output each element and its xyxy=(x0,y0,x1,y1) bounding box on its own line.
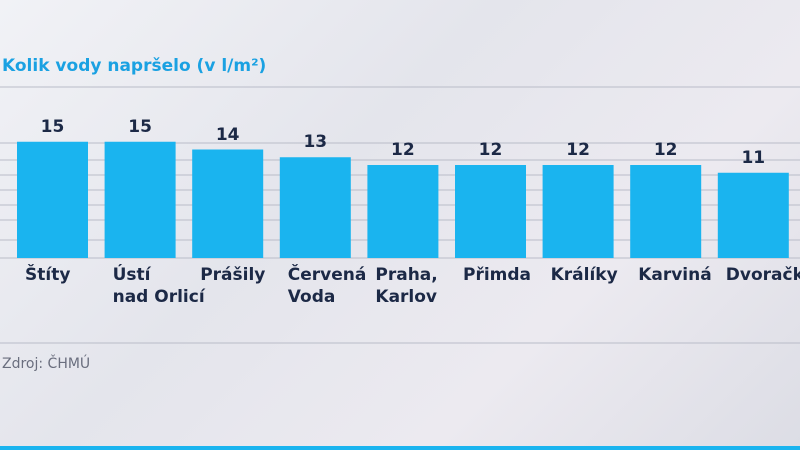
x-tick-label: Červená Voda xyxy=(287,265,367,307)
bar xyxy=(542,165,614,258)
bar xyxy=(17,141,88,258)
value-label: 13 xyxy=(303,132,328,153)
bottom-stripe xyxy=(0,446,800,450)
x-tick-label: Králíky xyxy=(550,265,618,285)
x-tick-label: Přimda xyxy=(463,265,532,285)
value-label: 12 xyxy=(478,140,503,160)
x-tick-label: Prášily xyxy=(200,265,266,285)
x-tick-label: Karviná xyxy=(638,265,712,285)
value-label: 11 xyxy=(741,147,766,168)
x-tick-label: Ústí nad Orlicí xyxy=(112,265,205,307)
x-tick-label: Štíty xyxy=(25,265,71,285)
chart-title: Kolik vody napršelo (v l/m²) xyxy=(2,56,267,76)
value-label: 15 xyxy=(40,116,65,137)
bar xyxy=(192,149,264,258)
value-label: 12 xyxy=(391,140,415,160)
source: Zdroj: ČHMÚ xyxy=(2,356,91,372)
bar xyxy=(630,165,702,258)
value-label: 15 xyxy=(128,116,152,137)
bar xyxy=(367,165,439,258)
x-tick-label: Dvoračky xyxy=(725,265,800,285)
bar xyxy=(717,172,789,258)
value-label: 12 xyxy=(566,140,590,160)
bar xyxy=(455,165,526,258)
bar xyxy=(104,141,176,258)
bar xyxy=(279,157,351,258)
value-label: 14 xyxy=(215,124,240,145)
value-label: 12 xyxy=(653,140,678,160)
x-tick-label: Praha, Karlov xyxy=(375,265,438,307)
